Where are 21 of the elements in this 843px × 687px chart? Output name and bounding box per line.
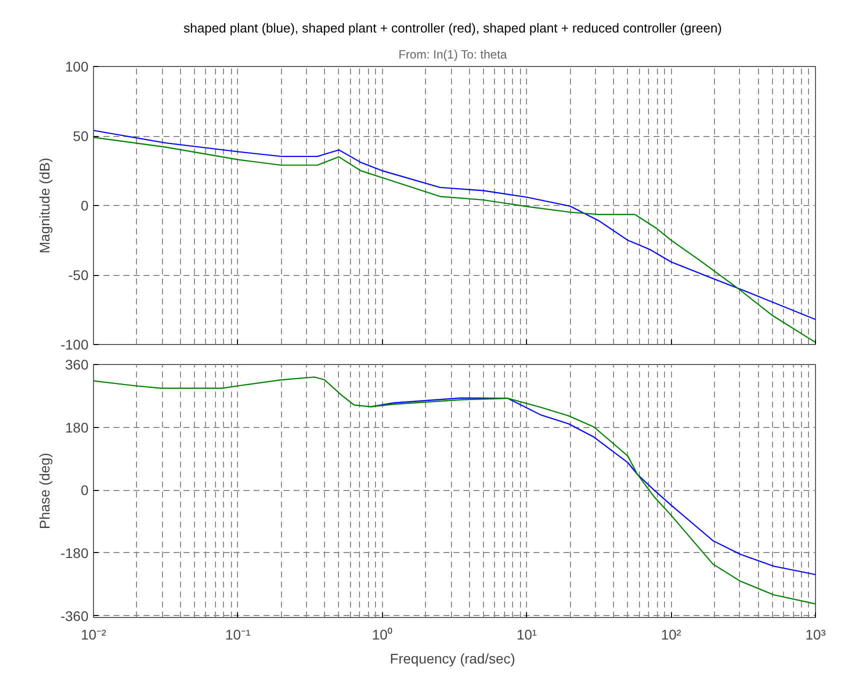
y-tick-label: 0 bbox=[80, 198, 89, 214]
x-tick-label: 10⁰ bbox=[372, 626, 393, 642]
y-tick-label: -100 bbox=[60, 336, 89, 352]
y-tick-label: 100 bbox=[65, 58, 89, 74]
chart-subtitle: From: In(1) To: theta bbox=[398, 48, 508, 62]
y-tick-label: 50 bbox=[72, 128, 89, 144]
y-tick-label: 180 bbox=[65, 419, 89, 436]
y-tick-label: -50 bbox=[68, 267, 89, 283]
y-tick-label: 0 bbox=[80, 482, 89, 498]
x-tick-label: 10⁻² bbox=[80, 626, 106, 642]
x-tick-label: 10³ bbox=[805, 626, 826, 642]
y-tick-label: 360 bbox=[65, 356, 89, 372]
chart-title: shaped plant (blue), shaped plant + controller (red), shaped plant + reduced controller (green) bbox=[184, 20, 722, 36]
x-tick-label: 10⁻¹ bbox=[225, 626, 251, 642]
x-tick-label: 10¹ bbox=[516, 626, 538, 642]
x-axis-title: Frequency (rad/sec) bbox=[390, 650, 516, 666]
y-axis-title: Magnitude (dB) bbox=[36, 158, 52, 254]
y-tick-label: -360 bbox=[60, 608, 89, 624]
y-axis-title: Phase (deg) bbox=[36, 452, 52, 530]
x-tick-label: 10² bbox=[660, 626, 682, 642]
y-tick-label: -180 bbox=[60, 544, 89, 561]
